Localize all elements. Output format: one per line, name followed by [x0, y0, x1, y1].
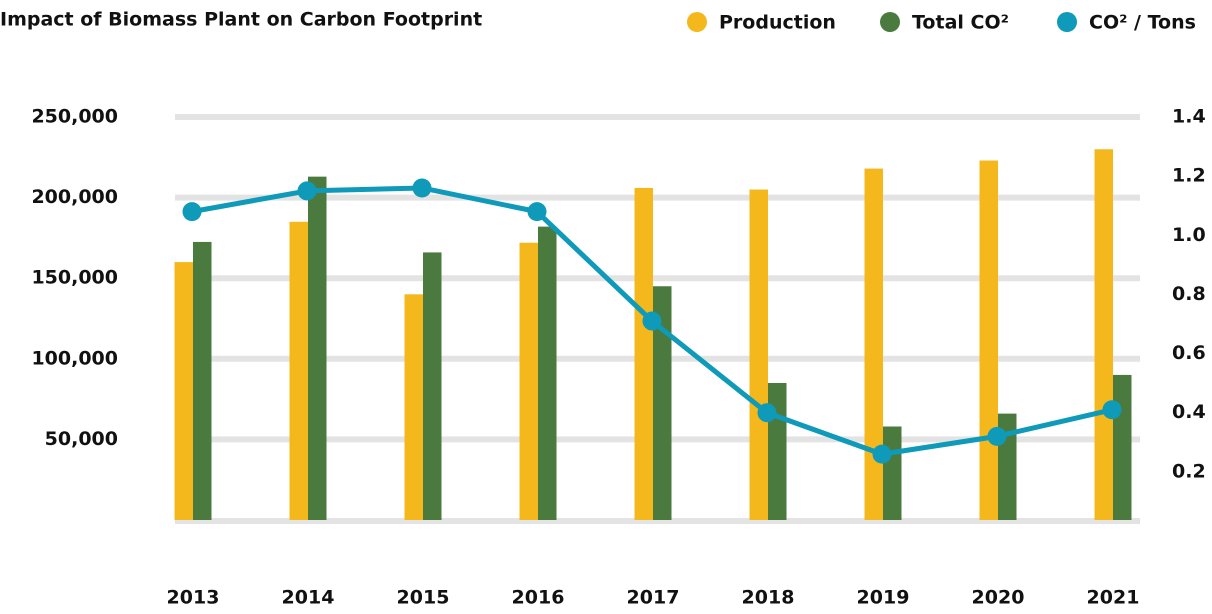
y2-tick-label: 1.2 [1172, 165, 1206, 187]
line-marker [527, 202, 547, 222]
x-tick-label: 2016 [512, 587, 565, 609]
line-marker [872, 444, 892, 464]
y2-tick-label: 1.0 [1172, 224, 1206, 246]
bar [883, 426, 902, 520]
line-marker [987, 426, 1007, 446]
bar [1094, 149, 1113, 521]
chart-title: Impact of Biomass Plant on Carbon Footpr… [0, 9, 482, 31]
legend-swatch [1057, 12, 1077, 32]
legend-label: CO² / Tons [1089, 12, 1196, 34]
line-marker [1102, 400, 1122, 420]
bar [864, 168, 883, 521]
line-marker [182, 202, 202, 222]
x-tick-label: 2021 [1087, 587, 1140, 609]
bar [404, 294, 423, 520]
x-tick-label: 2019 [857, 587, 910, 609]
line-marker [412, 178, 432, 198]
x-tick-label: 2014 [282, 587, 335, 609]
legend-label: Total CO² [912, 12, 1009, 34]
bar [174, 262, 193, 520]
legend-label: Production [719, 12, 836, 34]
y-tick-label: 50,000 [45, 428, 118, 450]
bar [979, 160, 998, 521]
bar [423, 252, 442, 520]
x-tick-label: 2018 [742, 587, 795, 609]
bar [193, 241, 212, 520]
x-tick-label: 2015 [397, 587, 450, 609]
legend-swatch [687, 12, 707, 32]
x-tick-label: 2017 [627, 587, 680, 609]
bar [634, 187, 653, 521]
bar [538, 226, 557, 520]
y-tick-label: 200,000 [31, 186, 118, 208]
line-marker [757, 403, 777, 423]
x-tick-label: 2013 [167, 587, 220, 609]
y-tick-label: 150,000 [31, 267, 118, 289]
legend-swatch [880, 12, 900, 32]
y2-tick-label: 0.2 [1172, 460, 1206, 482]
y-tick-label: 250,000 [31, 106, 118, 128]
x-tick-label: 2020 [972, 587, 1025, 609]
line-marker [297, 181, 317, 201]
bar [653, 286, 672, 520]
y2-tick-label: 0.6 [1172, 342, 1206, 364]
bar [1113, 374, 1132, 520]
bar [308, 176, 327, 521]
bar [768, 382, 787, 520]
y2-tick-label: 1.4 [1172, 106, 1206, 128]
line-marker [642, 311, 662, 331]
bar [519, 242, 538, 520]
y2-tick-label: 0.4 [1172, 401, 1206, 423]
bar [289, 221, 308, 520]
bar [749, 189, 768, 521]
y2-tick-label: 0.8 [1172, 283, 1206, 305]
y-tick-label: 100,000 [31, 347, 118, 369]
